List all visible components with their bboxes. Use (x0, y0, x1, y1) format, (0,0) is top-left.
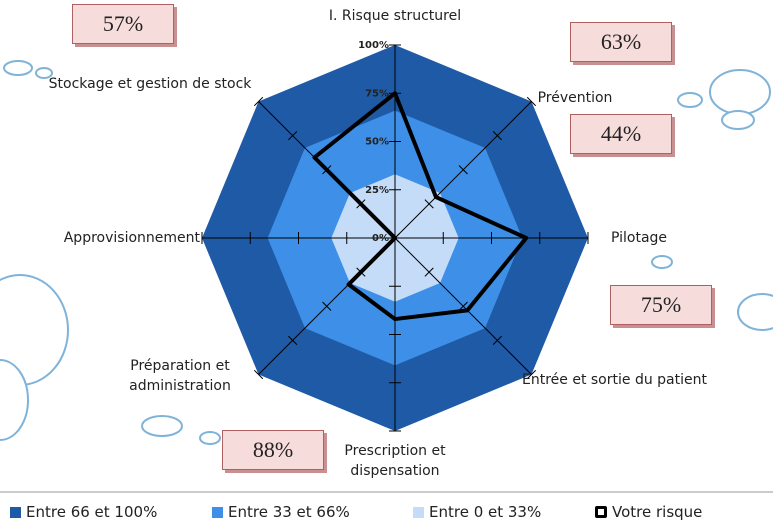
tick-label: 75% (365, 88, 389, 99)
axis-label: Approvisionnement (0, 228, 200, 248)
axis-label: Préparation et administration (100, 356, 260, 396)
tick-label: 100% (358, 40, 389, 51)
axis-label: Stockage et gestion de stock (40, 74, 260, 94)
annotation: 88% (222, 430, 324, 470)
tick-label: 50% (365, 137, 389, 148)
legend-label: Entre 33 et 66% (228, 503, 350, 521)
tick-label: 0% (372, 233, 389, 244)
tick-label: 25% (365, 185, 389, 196)
axis-label: Prescription et dispensation (320, 441, 470, 481)
annotation: 44% (570, 114, 672, 154)
axis-label: Prévention (520, 88, 630, 108)
legend-item: Entre 33 et 66% (212, 503, 350, 521)
legend-swatch (212, 507, 223, 518)
legend-item: Entre 0 et 33% (413, 503, 541, 521)
legend-label: Votre risque (612, 503, 702, 521)
annotation: 75% (610, 285, 712, 325)
legend-swatch (595, 506, 607, 518)
annotation: 57% (72, 4, 174, 44)
axis-label: Pilotage (594, 228, 684, 248)
legend-label: Entre 66 et 100% (26, 503, 157, 521)
axis-label: Entrée et sortie du patient (522, 370, 773, 390)
annotation: 63% (570, 22, 672, 62)
legend-label: Entre 0 et 33% (429, 503, 541, 521)
legend-item: Entre 66 et 100% (10, 503, 157, 521)
axis-label: I. Risque structurel (290, 6, 500, 26)
legend-swatch (413, 507, 424, 518)
page: {"chart_data": {"type": "radar", "catego… (0, 0, 773, 524)
legend-swatch (10, 507, 21, 518)
legend-item: Votre risque (595, 503, 702, 521)
